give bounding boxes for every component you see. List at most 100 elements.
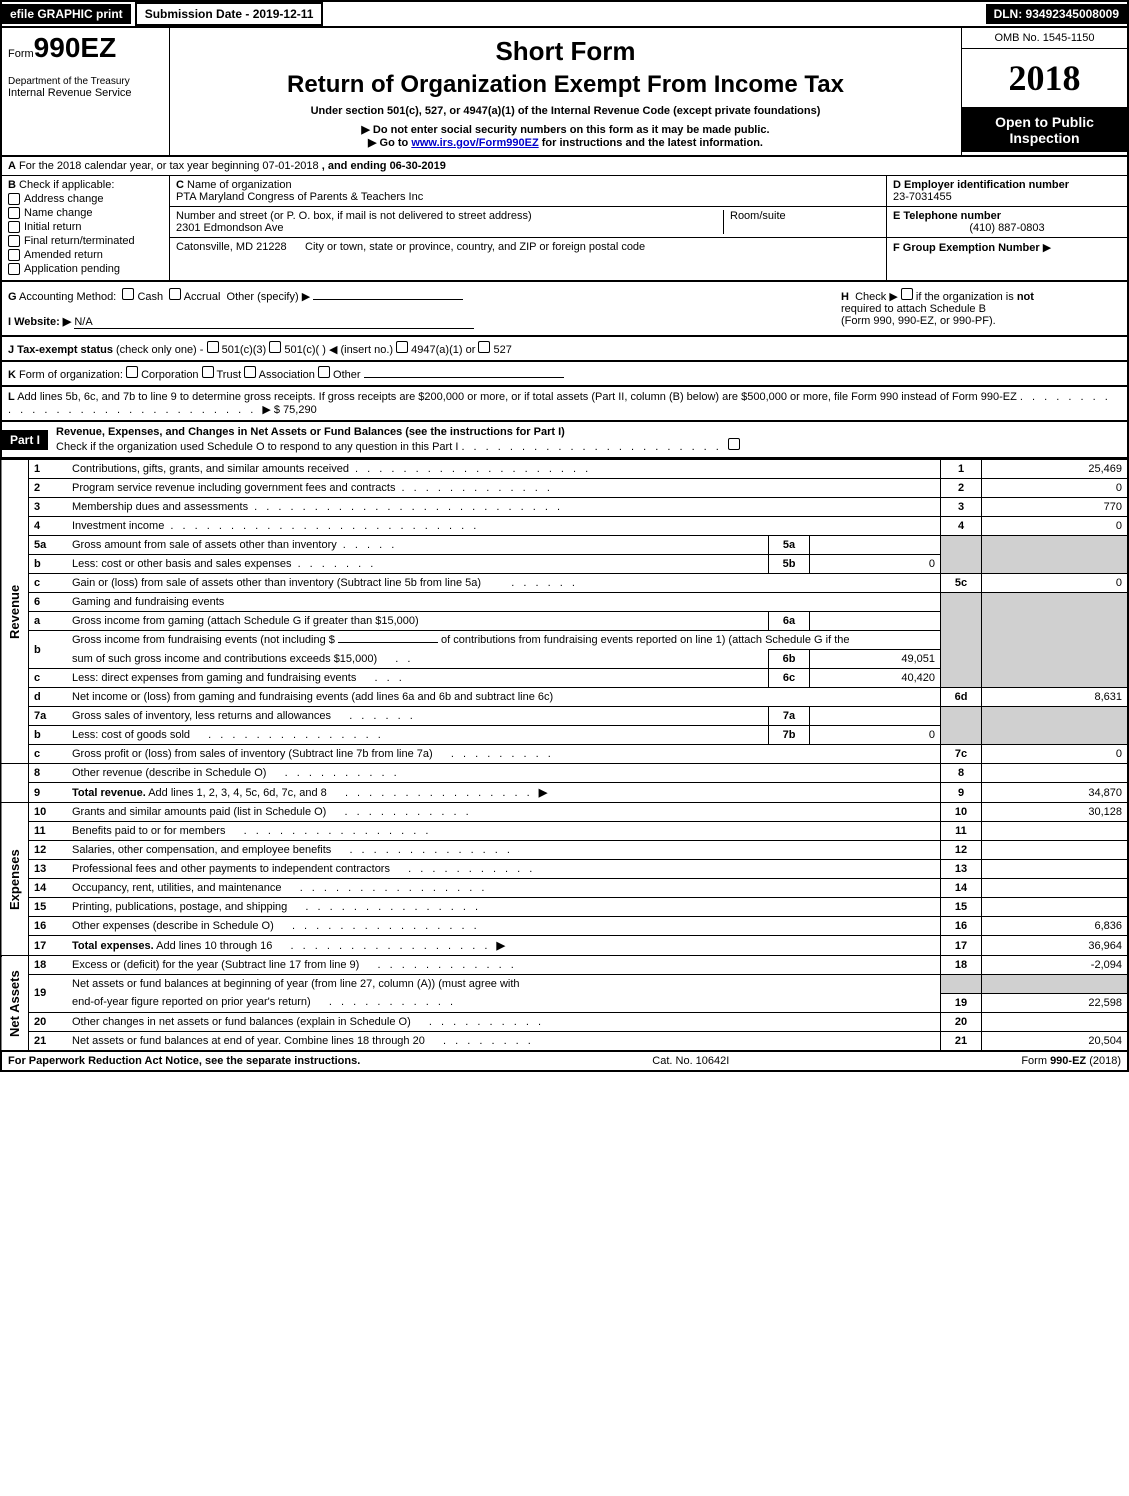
line-desc: Net assets or fund balances at beginning…: [67, 975, 941, 994]
k-other-input[interactable]: [364, 377, 564, 378]
efile-print-button[interactable]: efile GRAPHIC print: [2, 4, 131, 24]
chk-app-pending[interactable]: Application pending: [8, 263, 163, 275]
under-section-text: Under section 501(c), 527, or 4947(a)(1)…: [176, 105, 955, 117]
part1-title: Revenue, Expenses, and Changes in Net As…: [56, 426, 565, 438]
checkbox-icon[interactable]: [202, 366, 214, 378]
k-label: K: [8, 369, 16, 381]
line-desc: Contributions, gifts, grants, and simila…: [67, 460, 941, 479]
desc-text: Other revenue (describe in Schedule O): [72, 767, 266, 779]
k-trust: Trust: [216, 369, 241, 381]
h-text3: required to attach Schedule B: [841, 303, 986, 315]
checkbox-icon[interactable]: [396, 341, 408, 353]
phone-value: (410) 887-0803: [893, 222, 1121, 234]
grey-cell: [941, 593, 982, 688]
desc-text: Gross income from fundraising events (no…: [72, 634, 338, 646]
grey-cell: [982, 593, 1129, 688]
val-cell: [982, 898, 1129, 917]
chk-final-return[interactable]: Final return/terminated: [8, 235, 163, 247]
desc-text: Other changes in net assets or fund bala…: [72, 1016, 411, 1028]
dots: . . . . . . . . . . . . . . .: [287, 901, 481, 913]
check-if-text: Check if applicable:: [19, 179, 114, 191]
line-desc: Other changes in net assets or fund bala…: [67, 1012, 941, 1031]
goto-prefix: ▶ Go to: [368, 137, 411, 149]
table-row: 6 Gaming and fundraising events: [1, 593, 1128, 612]
label-b: B: [8, 179, 16, 191]
checkbox-icon: [8, 263, 20, 275]
col-num: 15: [941, 898, 982, 917]
checkbox-icon: [8, 207, 20, 219]
val-cell: [982, 822, 1129, 841]
desc-text: Membership dues and assessments: [72, 501, 248, 513]
checkbox-icon[interactable]: [728, 438, 740, 450]
l-label: L: [8, 391, 15, 403]
submission-date-label: Submission Date - 2019-12-11: [135, 2, 324, 26]
val-cell: [982, 1012, 1129, 1031]
checkbox-icon[interactable]: [169, 288, 181, 300]
goto-link[interactable]: www.irs.gov/Form990EZ: [411, 137, 538, 149]
chk-initial-return[interactable]: Initial return: [8, 221, 163, 233]
website-value: N/A: [74, 316, 474, 329]
line-desc: sum of such gross income and contributio…: [67, 650, 769, 669]
line-desc: Gain or (loss) from sale of assets other…: [67, 574, 941, 593]
col-num: 11: [941, 822, 982, 841]
checkbox-icon[interactable]: [269, 341, 281, 353]
chk-name-change[interactable]: Name change: [8, 207, 163, 219]
val-cell: 0: [982, 745, 1129, 764]
line-num: b: [29, 555, 68, 574]
line-desc: Excess or (deficit) for the year (Subtra…: [67, 956, 941, 975]
dots: . .: [377, 653, 413, 665]
chk-address-change[interactable]: Address change: [8, 193, 163, 205]
dots: . . . . . . . . . . . . . . . .: [327, 787, 539, 799]
dots: . . . . . . . . . . .: [326, 806, 471, 818]
line-num: 11: [29, 822, 68, 841]
addr-label: Number and street (or P. O. box, if mail…: [176, 210, 532, 222]
val-cell: 0: [982, 574, 1129, 593]
table-row: 17 Total expenses. Add lines 10 through …: [1, 936, 1128, 956]
col-num: 13: [941, 860, 982, 879]
desc-text: Other expenses (describe in Schedule O): [72, 920, 274, 932]
line-desc: Professional fees and other payments to …: [67, 860, 941, 879]
checkbox-icon[interactable]: [122, 288, 134, 300]
chk-label: Final return/terminated: [24, 235, 135, 247]
line-desc: Other expenses (describe in Schedule O) …: [67, 917, 941, 936]
tax-year: 2018: [962, 49, 1127, 108]
table-row: 12 Salaries, other compensation, and emp…: [1, 841, 1128, 860]
form-ref: Form 990-EZ (2018): [1021, 1055, 1121, 1067]
desc-text: Benefits paid to or for members: [72, 825, 225, 837]
table-row: 3 Membership dues and assessments . . . …: [1, 498, 1128, 517]
line-desc: Gaming and fundraising events: [67, 593, 941, 612]
col-num: 6d: [941, 688, 982, 707]
table-row: 20 Other changes in net assets or fund b…: [1, 1012, 1128, 1031]
table-row: 19 Net assets or fund balances at beginn…: [1, 975, 1128, 994]
table-row: 9 Total revenue. Add lines 1, 2, 3, 4, 5…: [1, 783, 1128, 803]
l-arrow: ▶: [262, 404, 270, 416]
col-num: 9: [941, 783, 982, 803]
val-cell: [982, 879, 1129, 898]
line-num: d: [29, 688, 68, 707]
chk-label: Name change: [24, 207, 93, 219]
dots: . . . . . . . . . . .: [311, 996, 456, 1008]
dots: . . .: [356, 672, 404, 684]
col-num: 19: [941, 993, 982, 1012]
checkbox-icon[interactable]: [126, 366, 138, 378]
checkbox-icon[interactable]: [901, 288, 913, 300]
g-other-input[interactable]: [313, 299, 463, 300]
checkbox-icon[interactable]: [207, 341, 219, 353]
section-ghi: G Accounting Method: Cash Accrual Other …: [0, 282, 1129, 337]
grey-cell: [982, 975, 1129, 994]
sub-val: [810, 612, 941, 631]
chk-amended-return[interactable]: Amended return: [8, 249, 163, 261]
desc-text: Contributions, gifts, grants, and simila…: [72, 463, 349, 475]
desc-text: Gross sales of inventory, less returns a…: [72, 710, 331, 722]
checkbox-icon[interactable]: [318, 366, 330, 378]
ghi-left: G Accounting Method: Cash Accrual Other …: [8, 288, 841, 329]
desc-text: Net assets or fund balances at end of ye…: [72, 1035, 425, 1047]
checkbox-icon[interactable]: [244, 366, 256, 378]
checkbox-icon[interactable]: [478, 341, 490, 353]
arrow-icon: ▶: [539, 787, 547, 799]
line-num: 15: [29, 898, 68, 917]
arrow-icon: ▶: [496, 940, 504, 952]
fundraising-input[interactable]: [338, 642, 438, 643]
table-row: 15 Printing, publications, postage, and …: [1, 898, 1128, 917]
k-assoc: Association: [259, 369, 315, 381]
